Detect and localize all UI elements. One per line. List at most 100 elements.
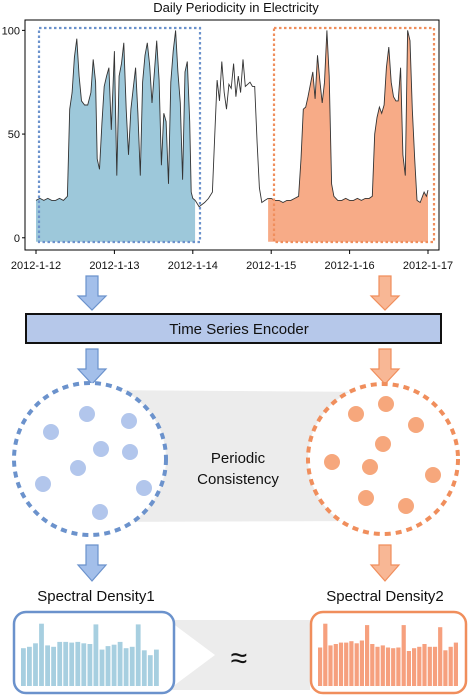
embedding-point [92,504,108,520]
spectrum-bar [406,651,411,686]
spectrum-bar [349,641,354,686]
spectrum-bar [45,645,50,686]
consistency-label-line1: Periodic [211,450,266,467]
time-series-encoder: Time Series Encoder [25,313,442,344]
embedding-point [35,476,51,492]
spectrum-bar [412,648,417,686]
spectrum-bar [57,641,63,686]
spectrum-bar [147,655,153,686]
embedding-point [324,454,340,470]
spectrum-bar [365,625,370,686]
encoder-label: Time Series Encoder [169,321,309,338]
x-tick-label: 2012-1-12 [11,260,61,272]
arrow-left-to-encoder [76,275,108,311]
arrow-right-to-encoder [369,275,401,311]
spectrum-bar [375,646,380,686]
spectrum-bar [69,642,75,686]
spectrum-bar [105,646,111,686]
spectrum-bar [385,647,391,686]
series-areas [35,30,429,242]
spectrum-bar [99,649,105,686]
embedding-point [348,406,364,422]
embedding-point [358,490,374,506]
spectrum-bar [401,625,406,686]
spectrum-bar [129,646,135,686]
embedding-point [378,396,394,412]
spectrum-bar [39,623,44,686]
spectrum-bar [453,642,458,686]
x-tick-label: 2012-1-15 [246,260,296,272]
spectrum-bar [438,627,443,686]
spectrum-bar [154,649,159,686]
arrow-left-to-spectrum [76,544,108,582]
x-tick-label: 2012-1-16 [325,260,375,272]
spectrum-bar [443,650,448,686]
embedding-point [136,480,152,496]
chart-title: Daily Periodicity in Electricity [153,0,319,15]
spectrum-bar [380,645,385,686]
spectrum-bar [51,646,56,686]
embedding-point [121,413,137,429]
embedding-point [398,498,414,514]
spectrum-bar [391,648,396,686]
approx-bridge [168,620,310,690]
left-spectrum-bars [21,623,159,686]
y-tick-label: 100 [2,25,20,37]
approx-bridge-right [262,620,310,690]
spectrum-bar [21,648,26,686]
spectrum-bar [448,646,453,686]
arrow-right-to-spectrum [369,544,401,582]
consistency-bridge [90,390,380,522]
left-embedding-space [12,381,168,537]
spectrum-bar [63,641,69,686]
series-line-2 [194,59,269,208]
spectrum-bar [117,641,123,686]
spectrum-bar [396,647,401,686]
spectrum-bar [87,644,93,686]
left-density-label: Spectral Density1 [37,588,155,605]
right-period-box [272,26,436,244]
spectrum-bar [328,645,333,686]
y-tick-label: 50 [8,129,20,141]
plot-frame [24,19,440,251]
spectrum-bar [422,644,427,686]
series-area-3 [268,30,428,242]
left-period-box [37,26,202,244]
embedding-point [362,459,378,475]
embedding-point [122,444,138,460]
x-axis: 2012-1-12 2012-1-13 2012-1-14 2012-1-15 2012… [11,250,453,272]
arrow-right-to-embedding [369,348,401,385]
x-tick-label: 2012-1-14 [168,260,218,272]
spectrum-bar [359,640,364,686]
series-line-1 [35,30,196,201]
spectrum-bar [417,646,422,686]
consistency-label-line2: Consistency [197,471,279,488]
embedding-point [70,460,86,476]
spectrum-bar [141,650,147,686]
right-density-label: Spectral Density2 [326,588,444,605]
spectrum-bar [338,642,344,686]
spectrum-bar [427,646,432,686]
spectrum-bar [135,624,141,686]
spectrum-bar [93,624,99,686]
series-line-3 [268,30,429,204]
electricity-chart: Daily Periodicity in Electricity 050100 … [2,0,453,272]
spectrum-bar [123,648,129,686]
arrow-left-to-embedding [76,348,108,385]
series-area-2 [195,59,269,242]
embedding-point [408,417,424,433]
spectrum-bar [27,646,32,686]
embedding-point [375,436,391,452]
spectrum-bar [33,643,38,686]
embedding-point [93,441,109,457]
spectrum-bar [323,623,328,686]
x-tick-label: 2012-1-17 [403,260,453,272]
spectrum-bar [344,642,349,686]
right-embedding-space [306,382,460,536]
y-tick-label: 0 [14,233,20,245]
approx-symbol: ≈ [231,642,247,675]
spectrum-bar [111,644,117,686]
embedding-point [79,406,95,422]
spectrum-bar [354,643,359,686]
